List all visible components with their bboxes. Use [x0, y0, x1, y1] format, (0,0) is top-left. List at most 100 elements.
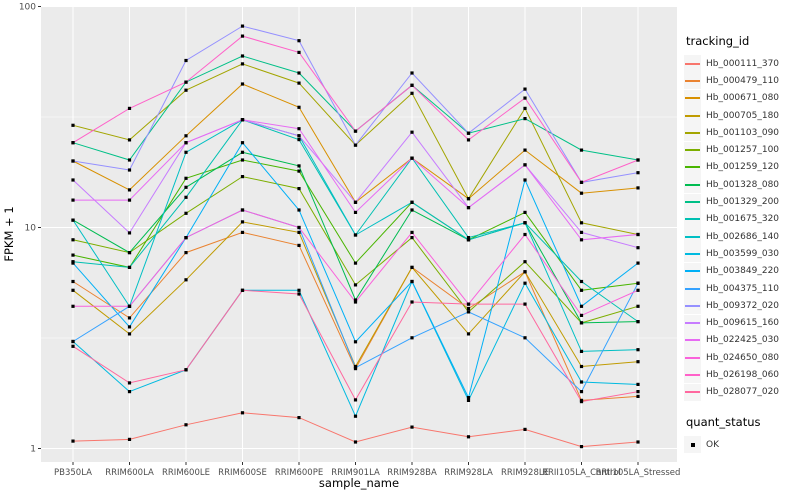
data-point-marker [579, 390, 584, 394]
data-point-marker [184, 278, 188, 282]
data-point-marker [410, 230, 414, 234]
data-point-marker [353, 398, 358, 402]
data-point-marker [353, 261, 358, 265]
data-point-marker [297, 243, 301, 247]
data-point-marker [410, 279, 414, 284]
data-point-marker [353, 200, 358, 204]
data-point-marker [579, 221, 584, 225]
legend-entry-label: Hb_001259_120 [706, 162, 780, 173]
data-point-marker [127, 158, 132, 162]
data-point-marker [71, 344, 75, 348]
data-point-marker [410, 336, 414, 340]
x-tick-label: PB350LA [54, 468, 92, 478]
data-point-marker [297, 50, 301, 54]
data-point-marker [240, 158, 245, 162]
legend-entry-label: Hb_001328_080 [706, 179, 780, 190]
x-tick-label: RRIM928LE [501, 468, 549, 478]
data-point-marker [240, 230, 245, 234]
data-point-marker [240, 208, 245, 212]
data-point-marker [353, 366, 358, 370]
data-point-marker [184, 195, 188, 199]
data-point-marker [127, 251, 132, 255]
x-tick-label: RRII105LA_Control [542, 468, 621, 478]
data-point-marker [410, 236, 414, 240]
data-point-marker [71, 339, 75, 344]
legend-entry: Hb_028077_020 [684, 383, 800, 401]
legend-entry: Hb_022425_030 [684, 331, 800, 349]
data-point-marker [410, 156, 414, 160]
legend-line-swatch-icon [685, 304, 700, 307]
legend-line-swatch-icon [685, 270, 700, 273]
legend-key [684, 176, 701, 194]
legend-entry-label: Hb_000479_110 [706, 75, 780, 86]
data-point-marker [523, 427, 527, 431]
data-point-marker [71, 439, 75, 443]
legend-entry: Hb_000705_180 [684, 107, 800, 125]
data-point-marker [523, 117, 527, 121]
data-point-marker [184, 211, 188, 215]
legend-entry: Hb_003599_030 [684, 245, 800, 263]
legend-entry-label: Hb_000671_080 [706, 93, 780, 104]
legend-entry-label: Hb_003849_220 [706, 266, 780, 277]
data-point-marker [127, 316, 132, 320]
data-point-marker [71, 159, 75, 163]
data-point-marker [297, 105, 301, 109]
x-axis-title: sample_name [319, 476, 399, 490]
data-point-marker [297, 138, 301, 142]
x-tick-label: RRIM600LE [162, 468, 210, 478]
legend-entry: Hb_001675_320 [684, 210, 800, 228]
data-point-marker [127, 381, 132, 385]
data-point-marker [184, 251, 188, 255]
data-point-marker [410, 130, 414, 134]
data-point-marker [240, 288, 245, 292]
legend-key [684, 262, 701, 280]
legend-key [684, 193, 701, 211]
legend-entry-quant-ok: OK [684, 436, 800, 454]
x-tick-label: RRIM928LA [444, 468, 493, 478]
data-point-marker [410, 425, 414, 429]
data-point-marker [466, 310, 471, 314]
data-point-marker [184, 423, 188, 427]
data-point-marker [353, 143, 358, 147]
legend-entry: Hb_001329_200 [684, 193, 800, 211]
data-point-marker [127, 304, 132, 308]
data-point-marker [240, 411, 245, 415]
data-point-marker [466, 306, 471, 311]
data-point-marker [127, 437, 132, 441]
legend-entry-label: Hb_002686_140 [706, 231, 780, 242]
legend-line-swatch-icon [685, 218, 700, 221]
legend-entry: Hb_002686_140 [684, 228, 800, 246]
legend-key [684, 89, 701, 107]
legend-line-swatch-icon [685, 201, 700, 204]
data-point-marker [636, 304, 640, 308]
data-point-marker [184, 88, 188, 92]
legend-entry-label: Hb_001329_200 [706, 197, 780, 208]
data-point-marker [579, 400, 584, 404]
data-point-marker [71, 288, 75, 292]
legend-entry-label: Hb_001257_100 [706, 145, 780, 156]
data-point-marker [297, 39, 301, 43]
legend-line-swatch-icon [685, 183, 700, 186]
legend-entry-label: Hb_000111_370 [706, 58, 780, 69]
legend-line-swatch-icon [685, 149, 700, 152]
data-point-marker [523, 302, 527, 306]
data-point-marker [579, 445, 584, 449]
legend-key [684, 55, 701, 73]
legend-entry-label: Hb_004375_110 [706, 283, 780, 294]
legend-entry-label: Hb_022425_030 [706, 335, 780, 346]
data-point-marker [410, 83, 414, 87]
legend-entry: Hb_000671_080 [684, 89, 800, 107]
x-tick-label: RRII105LA_Stressed [596, 468, 681, 478]
legend-key [684, 366, 701, 384]
data-point-marker [579, 180, 584, 184]
legend-key [684, 314, 701, 332]
data-point-marker [353, 210, 358, 214]
data-point-marker [466, 396, 471, 400]
legend-key [684, 158, 701, 176]
data-point-marker [523, 210, 527, 214]
data-point-marker [636, 232, 640, 237]
legend-key [684, 297, 701, 315]
data-point-marker [297, 71, 301, 75]
